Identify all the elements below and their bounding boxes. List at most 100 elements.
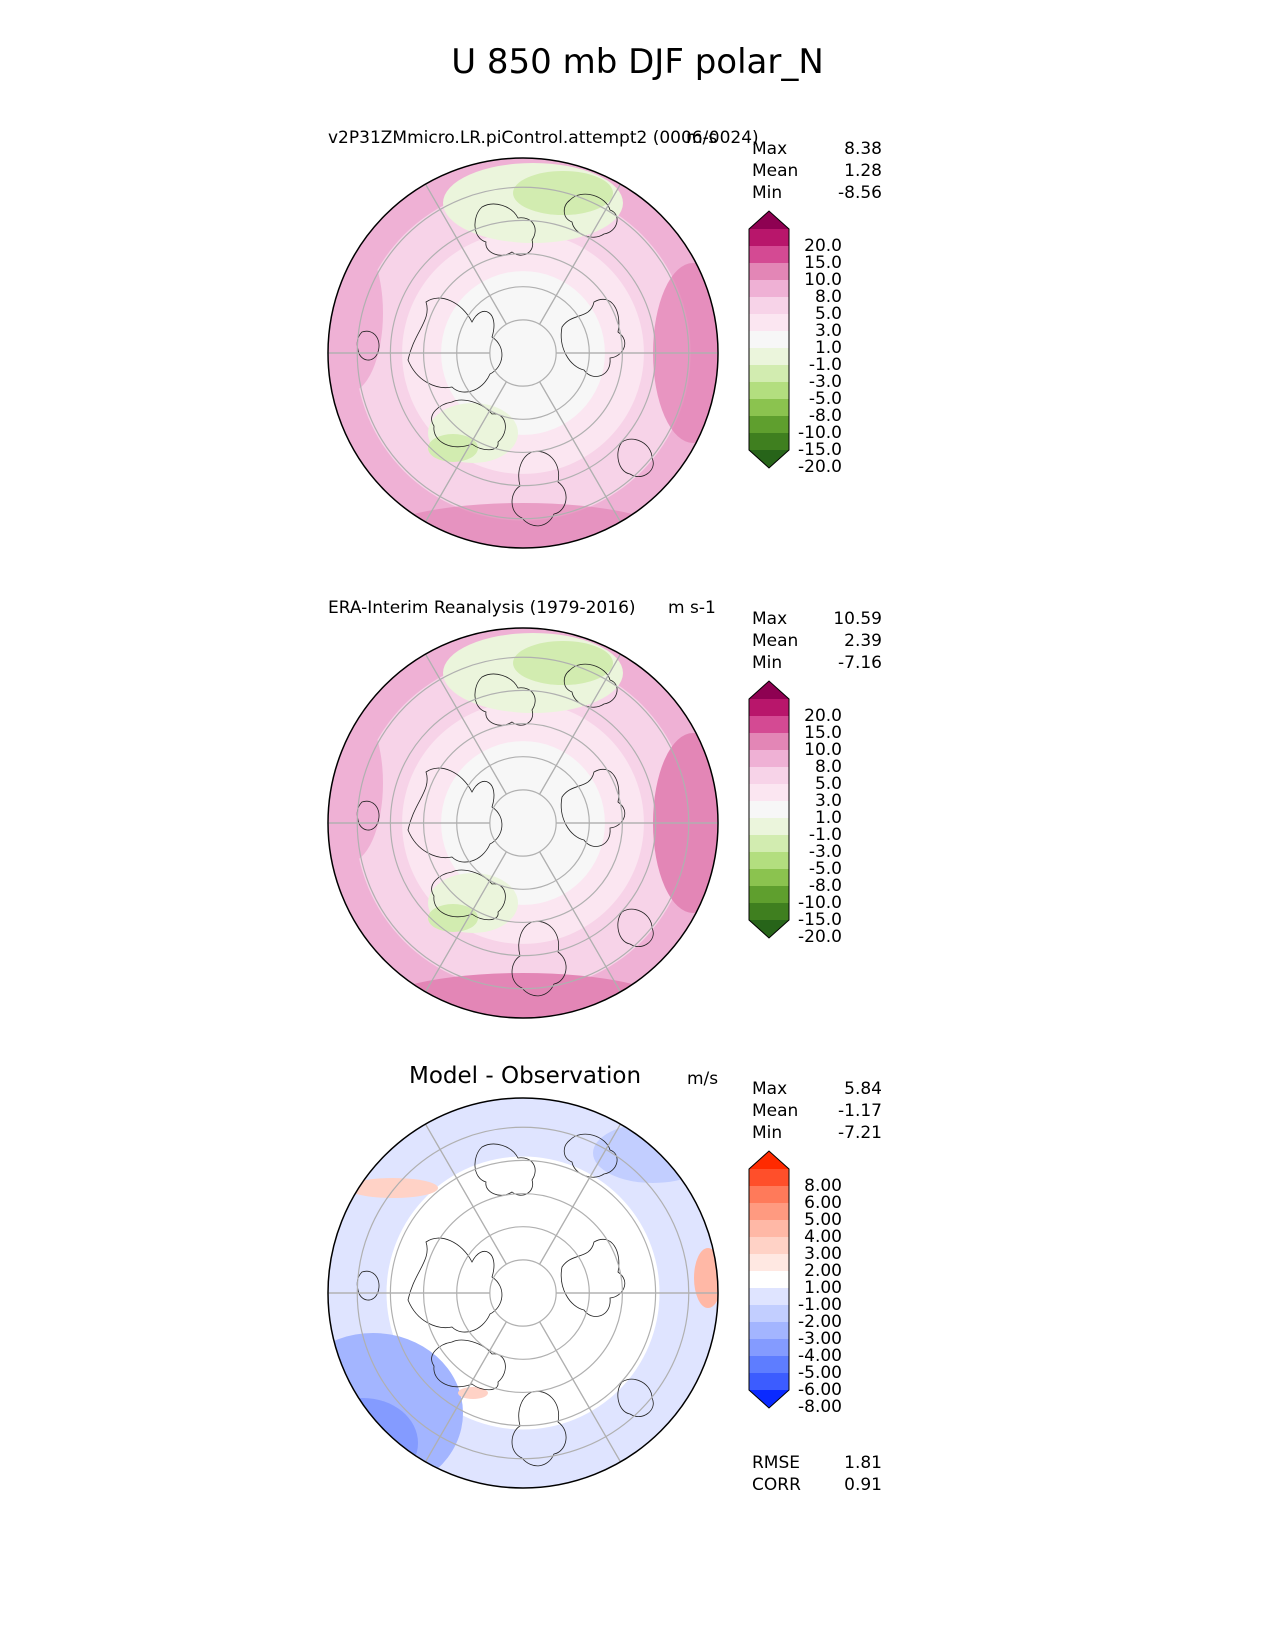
stat-max-label: Max xyxy=(752,1079,788,1099)
panel-1-units: m/s xyxy=(686,128,718,148)
panel-1-polar-map xyxy=(327,157,719,549)
panel-3-stats: Max 5.84 Mean -1.17 Min -7.21 xyxy=(752,1078,882,1144)
coastline xyxy=(511,450,567,527)
colorbar-swatch xyxy=(749,733,789,751)
colorbar-tick-label: 15.0 xyxy=(804,723,842,743)
colorbar-tick-label: 2.00 xyxy=(804,1261,842,1281)
colorbar-extend-top xyxy=(749,211,789,229)
coastline xyxy=(407,767,503,863)
colorbar-tick-label: 10.0 xyxy=(804,270,842,290)
colorbar-tick-label: 5.0 xyxy=(814,304,842,324)
field-easterlies xyxy=(513,171,613,215)
colorbar-swatch xyxy=(749,263,789,281)
meridian xyxy=(424,1123,507,1265)
meridian xyxy=(539,1123,622,1265)
stat-min-label: Min xyxy=(752,1123,783,1143)
colorbar-swatch xyxy=(749,331,789,349)
colorbar-tick-label: -10.0 xyxy=(798,893,842,913)
colorbar-tick-label: -5.00 xyxy=(798,1363,842,1383)
coastline xyxy=(511,920,567,997)
colorbar-swatch xyxy=(749,229,789,247)
colorbar-swatch xyxy=(749,1288,789,1306)
coastline xyxy=(560,1239,626,1317)
colorbar-swatch xyxy=(749,886,789,904)
colorbar-tick-label: -1.00 xyxy=(798,1295,842,1315)
meridian xyxy=(424,183,507,325)
colorbar-tick-label: -8.0 xyxy=(808,876,842,896)
colorbar-swatch xyxy=(749,1186,789,1204)
colorbar-extend-bottom xyxy=(749,1390,789,1408)
colorbar-tick-label: 3.0 xyxy=(814,791,842,811)
meridian xyxy=(424,381,507,523)
colorbar-tick-label: -3.0 xyxy=(808,842,842,862)
colorbar-swatches xyxy=(748,1150,790,1409)
colorbar-swatch xyxy=(749,699,789,717)
colorbar-swatch xyxy=(749,784,789,802)
colorbar-swatch xyxy=(749,767,789,785)
colorbar-tick-label: -20.0 xyxy=(798,457,842,477)
colorbar-swatch xyxy=(749,246,789,264)
colorbar-swatch xyxy=(749,348,789,366)
panel-3-metrics: RMSE 1.81 CORR 0.91 xyxy=(752,1452,882,1496)
colorbar-outline xyxy=(748,210,790,469)
coastline xyxy=(511,1390,567,1467)
figure-title: U 850 mb DJF polar_N xyxy=(451,42,824,82)
coastline xyxy=(617,438,654,477)
colorbar-swatch xyxy=(749,1322,789,1340)
colorbar-tick-label: -3.0 xyxy=(808,372,842,392)
meridian xyxy=(539,851,622,993)
field-positive xyxy=(348,1178,438,1198)
colorbar-swatch xyxy=(749,750,789,768)
panel-2-title: ERA-Interim Reanalysis (1979-2016) xyxy=(328,598,636,618)
stat-max-value: 5.84 xyxy=(844,1079,882,1099)
field-easterlies xyxy=(513,641,613,685)
colorbar-tick-label: 1.00 xyxy=(804,1278,842,1298)
colorbar-tick-label: -5.0 xyxy=(808,389,842,409)
colorbar-swatch xyxy=(749,1305,789,1323)
colorbar-outline xyxy=(748,680,790,939)
coastline xyxy=(560,769,626,847)
colorbar-swatch xyxy=(749,1271,789,1289)
colorbar-tick-label: 5.0 xyxy=(814,774,842,794)
colorbar-swatch xyxy=(749,1203,789,1221)
field-easterlies xyxy=(428,434,478,462)
colorbar-swatch xyxy=(749,1254,789,1272)
field-atlantic-jet xyxy=(373,503,673,548)
coastline xyxy=(407,297,503,393)
colorbar-swatch xyxy=(749,314,789,332)
colorbar-tick-label: 8.0 xyxy=(814,757,842,777)
colorbar-tick-label: -8.00 xyxy=(798,1397,842,1417)
panel-2-stats: Max 10.59 Mean 2.39 Min -7.16 xyxy=(752,608,882,674)
colorbar-tick-label: 3.0 xyxy=(814,321,842,341)
colorbar-tick-label: 20.0 xyxy=(804,706,842,726)
colorbar-tick-label: 5.00 xyxy=(804,1210,842,1230)
colorbar-swatch xyxy=(749,1373,789,1391)
stat-max-label: Max xyxy=(752,139,788,159)
colorbar-tick-label: -5.0 xyxy=(808,859,842,879)
colorbar-tick-label: -6.00 xyxy=(798,1380,842,1400)
colorbar-swatch xyxy=(749,801,789,819)
colorbar-swatches xyxy=(748,680,790,939)
colorbar-tick-label: 4.00 xyxy=(804,1227,842,1247)
stat-mean-value: -1.17 xyxy=(838,1101,882,1121)
colorbar-tick-label: -2.00 xyxy=(798,1312,842,1332)
colorbar-swatch xyxy=(749,365,789,383)
colorbar-swatch xyxy=(749,1356,789,1374)
colorbar-swatch xyxy=(749,1220,789,1238)
colorbar-outline xyxy=(748,1150,790,1409)
panel-3-units: m/s xyxy=(687,1069,719,1089)
colorbar-tick-label: -3.00 xyxy=(798,1329,842,1349)
colorbar-tick-label: -4.00 xyxy=(798,1346,842,1366)
graticule xyxy=(328,653,718,993)
field-core xyxy=(386,1156,660,1430)
stat-min-value: -7.21 xyxy=(838,1123,882,1143)
colorbar-swatches xyxy=(748,210,790,469)
colorbar-swatch xyxy=(749,433,789,451)
colorbar-swatch xyxy=(749,1339,789,1357)
stat-mean-value: 1.28 xyxy=(844,161,882,181)
colorbar-tick-label: -15.0 xyxy=(798,910,842,930)
panel-3-title: Model - Observation xyxy=(409,1063,642,1089)
meridian xyxy=(424,1321,507,1463)
map-boundary xyxy=(327,157,719,549)
colorbar-swatch xyxy=(749,1237,789,1255)
